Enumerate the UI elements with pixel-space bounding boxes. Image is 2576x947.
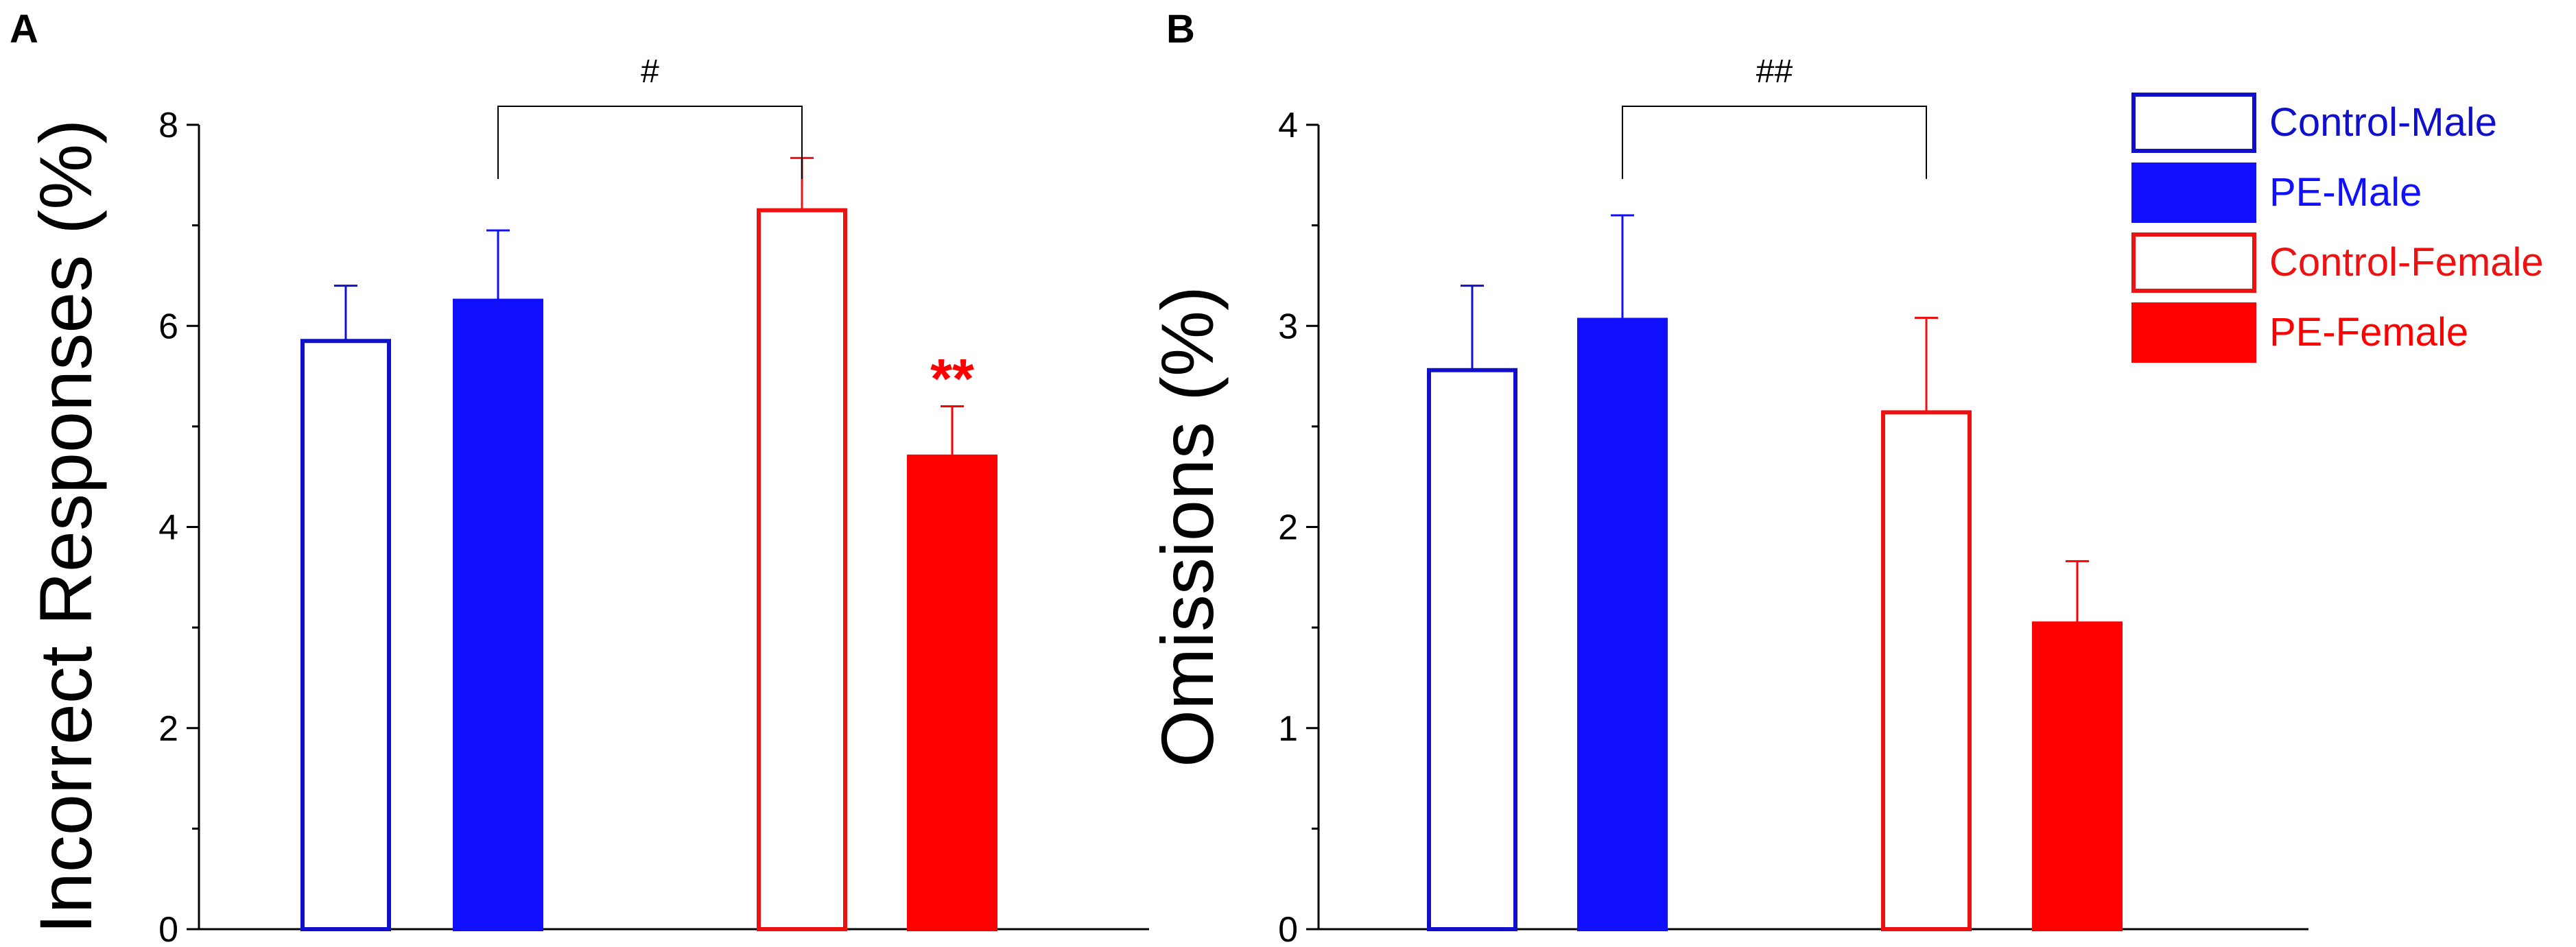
y-tick-label: 2: [158, 709, 178, 749]
legend: Control-Male PE-Male Control-Female PE-Fema…: [2131, 93, 2544, 363]
significance-bracket: [497, 106, 803, 179]
y-tick-label: 3: [1278, 307, 1298, 346]
legend-swatch-pe-female: [2131, 302, 2256, 363]
bar-pe-male: [453, 298, 543, 931]
bar-pe-female: [2032, 621, 2123, 931]
bar-control-female: [757, 208, 847, 932]
y-tick-label: 4: [1278, 106, 1298, 145]
panel-letter: B: [1166, 7, 1195, 51]
significance-label: ##: [1756, 53, 1793, 90]
y-tick-label: 4: [158, 508, 178, 548]
y-tick-label: 0: [1278, 910, 1298, 947]
panel-b: B 0 1 2 3 4 Omissions (%) ##: [1146, 7, 2308, 947]
y-tick-label: 8: [158, 106, 178, 145]
panel-a: A 0 2 4 6 8 Incorrect Responses (%) # **: [10, 7, 1149, 947]
y-tick-label: 0: [158, 910, 178, 947]
legend-label-pe-female: PE-Female: [2269, 310, 2468, 355]
legend-label-control-male: Control-Male: [2269, 100, 2497, 145]
legend-label-pe-male: PE-Male: [2269, 170, 2422, 215]
y-tick-label: 1: [1278, 709, 1298, 749]
y-axis-title: Omissions (%): [1146, 286, 1229, 767]
bar-control-male: [300, 339, 391, 931]
bar-pe-female: [907, 454, 997, 931]
y-tick-label: 2: [1278, 508, 1298, 548]
y-tick-label: 6: [158, 307, 178, 346]
bar-control-female: [1881, 410, 1972, 931]
legend-label-control-female: Control-Female: [2269, 240, 2544, 285]
legend-swatch-pe-male: [2131, 163, 2256, 223]
significance-bracket: [1622, 106, 1927, 179]
legend-swatch-control-male: [2131, 93, 2256, 153]
y-axis-title: Incorrect Responses (%): [24, 119, 107, 934]
significance-label: #: [641, 53, 659, 90]
bar-pe-male: [1577, 317, 1668, 931]
bar-control-male: [1427, 368, 1517, 931]
significance-stars: **: [930, 348, 974, 411]
legend-swatch-control-female: [2131, 232, 2256, 293]
panel-letter: A: [10, 7, 38, 51]
